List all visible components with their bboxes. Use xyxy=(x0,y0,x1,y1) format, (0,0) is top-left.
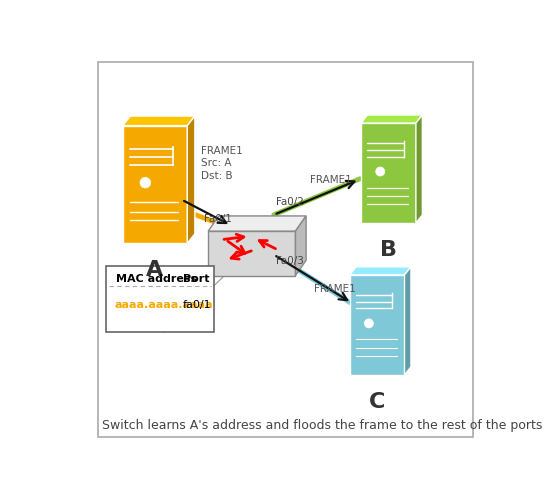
FancyBboxPatch shape xyxy=(105,266,214,332)
Text: aaaa.aaaa.aaaa: aaaa.aaaa.aaaa xyxy=(114,300,213,310)
Circle shape xyxy=(364,319,373,328)
Polygon shape xyxy=(405,267,411,375)
Text: FRAME1: FRAME1 xyxy=(310,175,351,185)
Text: fa0/1: fa0/1 xyxy=(182,300,211,310)
Text: Fa0/3: Fa0/3 xyxy=(276,256,304,266)
Text: FRAME1: FRAME1 xyxy=(315,284,356,294)
Text: C: C xyxy=(369,392,385,412)
Polygon shape xyxy=(350,275,405,375)
Text: MAC address: MAC address xyxy=(116,275,198,284)
Polygon shape xyxy=(208,216,306,231)
Text: Fa0/1: Fa0/1 xyxy=(204,214,232,224)
Polygon shape xyxy=(361,123,416,223)
Circle shape xyxy=(376,167,385,176)
Polygon shape xyxy=(123,116,195,126)
Polygon shape xyxy=(187,116,195,243)
Text: Port: Port xyxy=(182,275,209,284)
Polygon shape xyxy=(208,231,296,276)
FancyBboxPatch shape xyxy=(98,62,473,437)
Polygon shape xyxy=(350,267,411,275)
Text: Fa0/2: Fa0/2 xyxy=(276,197,304,207)
Polygon shape xyxy=(123,126,187,243)
Circle shape xyxy=(140,177,151,188)
Polygon shape xyxy=(296,216,306,276)
Polygon shape xyxy=(361,115,422,123)
Text: Switch learns A's address and floods the frame to the rest of the ports: Switch learns A's address and floods the… xyxy=(102,419,542,432)
Text: FRAME1
Src: A
Dst: B: FRAME1 Src: A Dst: B xyxy=(200,146,242,180)
Text: A: A xyxy=(146,260,163,281)
Polygon shape xyxy=(416,115,422,223)
Text: B: B xyxy=(380,240,397,260)
